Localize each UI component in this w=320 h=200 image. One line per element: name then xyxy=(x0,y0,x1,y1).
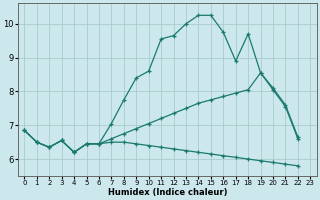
X-axis label: Humidex (Indice chaleur): Humidex (Indice chaleur) xyxy=(108,188,227,197)
